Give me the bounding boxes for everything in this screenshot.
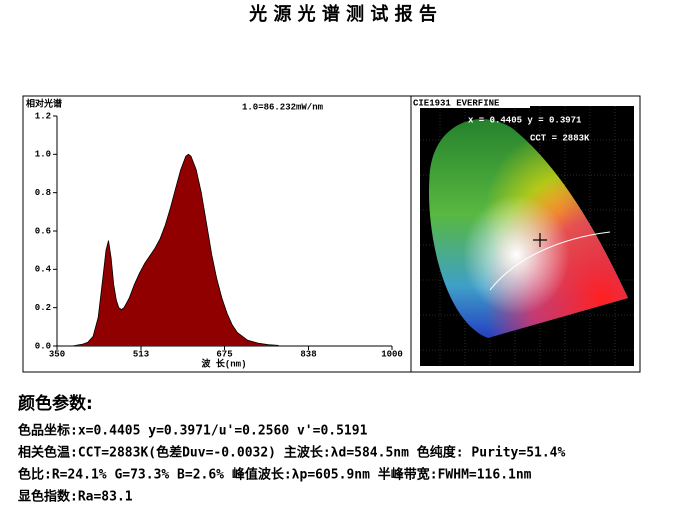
params-heading: 颜色参数: <box>18 393 93 414</box>
param-line: 色比:R=24.1% G=73.3% B=2.6% 峰值波长:λp=605.9n… <box>18 467 532 483</box>
y-tick-label: 1.2 <box>35 111 51 121</box>
x-tick-label: 513 <box>133 349 149 359</box>
spectrum-area <box>72 154 279 346</box>
spectrum-chart: 0.0 0.2 0.4 0.6 0.8 1.0 1.2 350 513 675 838 1000 相对光… <box>26 97 403 369</box>
cie-title-bg <box>412 97 530 108</box>
spectrum-line <box>72 153 279 347</box>
report-title: 光 源 光 谱 测 试 报 告 <box>248 3 437 25</box>
chromaticity-marker <box>533 233 547 247</box>
y-tick-label: 0.8 <box>35 188 51 198</box>
x-tick-label: 350 <box>49 349 65 359</box>
planckian-locus <box>489 231 611 291</box>
y-tick-label: 0.2 <box>35 303 51 313</box>
x-tick-label: 1000 <box>381 349 403 359</box>
y-tick-label: 0.0 <box>35 341 51 351</box>
annotation: 1.0=86.232mW/nm <box>242 102 324 112</box>
x-tick-label: 838 <box>300 349 316 359</box>
param-line: 显色指数:Ra=83.1 <box>18 489 133 505</box>
y-tick-label: 1.0 <box>35 150 51 160</box>
param-line: 色品坐标:x=0.4405 y=0.3971/u'=0.2560 v'=0.51… <box>18 423 368 439</box>
cie-cct: CCT = 2883K <box>530 133 590 143</box>
cie-coordinates: x = 0.4405 y = 0.3971 <box>468 115 582 125</box>
y-axis-label: 相对光谱 <box>26 97 62 109</box>
cie-title: CIE1931 EVERFINE <box>413 98 500 108</box>
x-axis-label: 波 长(nm) <box>201 357 246 369</box>
param-line: 相关色温:CCT=2883K(色差Duv=-0.0032) 主波长:λd=584… <box>18 445 566 461</box>
y-tick-label: 0.4 <box>35 265 52 275</box>
x-tick-label: 675 <box>216 349 232 359</box>
y-tick-label: 0.6 <box>35 226 51 236</box>
